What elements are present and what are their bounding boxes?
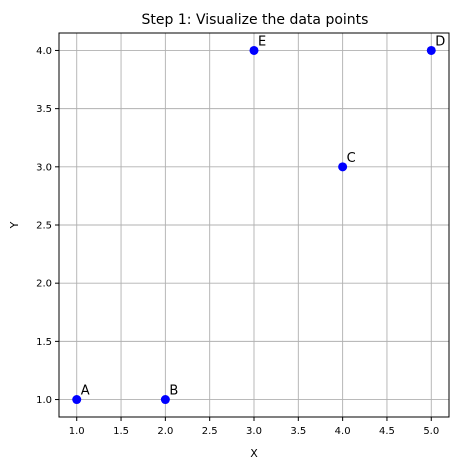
data-point-a — [72, 395, 82, 405]
y-tick-label: 3.5 — [36, 104, 52, 115]
point-label-e: E — [258, 34, 266, 49]
data-point-e — [249, 45, 259, 55]
y-tick-label: 1.5 — [36, 337, 52, 348]
x-tick-label: 5.0 — [423, 426, 439, 437]
grid-layer — [59, 33, 449, 417]
point-label-a: A — [81, 384, 90, 399]
ticks-layer: 1.0 1.5 2.0 2.5 3.0 3.5 4.0 4.5 5.0 1.0 1.5 2.0 2.5 3… — [36, 46, 439, 437]
data-point-d — [426, 45, 436, 55]
data-point-b — [160, 395, 170, 405]
y-tick-label: 4.0 — [36, 46, 52, 57]
plot-frame — [58, 32, 450, 418]
x-tick-label: 3.5 — [290, 426, 306, 437]
y-tick-label: 1.0 — [36, 395, 52, 406]
y-tick-label: 3.0 — [36, 162, 52, 173]
x-tick-label: 2.0 — [157, 426, 173, 437]
point-label-c: C — [347, 151, 356, 166]
y-tick-label: 2.5 — [36, 221, 52, 232]
x-tick-label: 4.5 — [379, 426, 395, 437]
data-point-c — [338, 162, 348, 172]
chart-title: Step 1: Visualize the data points — [142, 12, 369, 28]
x-axis-label: X — [250, 447, 258, 460]
y-axis-label: Y — [8, 221, 21, 229]
x-tick-label: 2.5 — [202, 426, 218, 437]
x-tick-label: 1.0 — [69, 426, 85, 437]
point-label-d: D — [435, 34, 445, 49]
x-tick-label: 4.0 — [335, 426, 351, 437]
x-tick-label: 3.0 — [246, 426, 262, 437]
point-label-b: B — [169, 384, 178, 399]
x-tick-label: 1.5 — [113, 426, 129, 437]
y-tick-label: 2.0 — [36, 279, 52, 290]
points-layer: A B C D E — [72, 34, 445, 405]
